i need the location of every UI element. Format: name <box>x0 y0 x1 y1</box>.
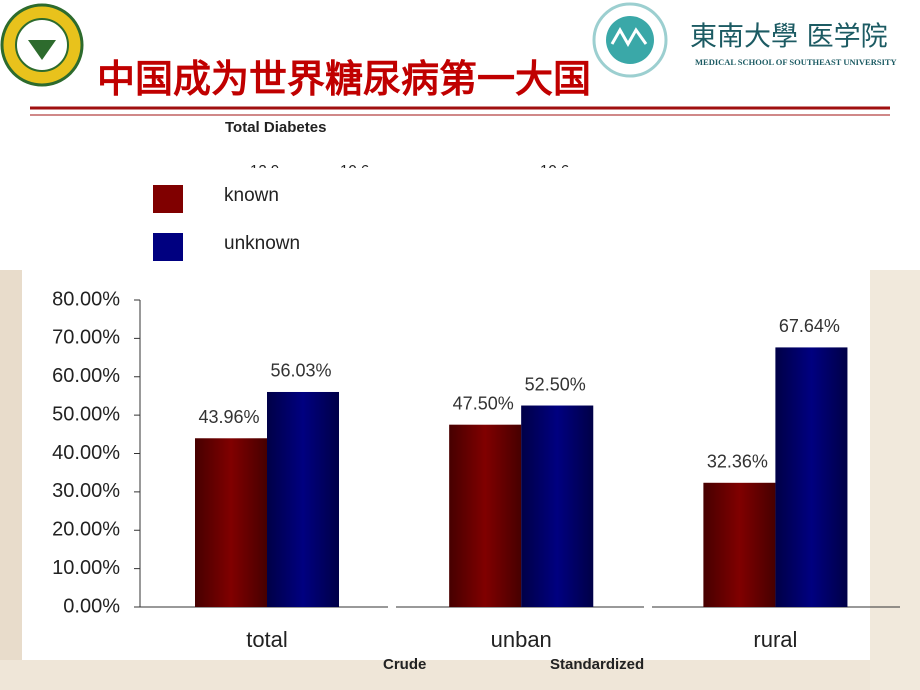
data-label: 32.36% <box>707 452 768 472</box>
legend-swatch <box>153 185 183 213</box>
x-tick-label: rural <box>753 627 797 652</box>
logo-text: 東南大學 医学院 <box>690 22 888 53</box>
y-tick-label: 70.00% <box>52 327 120 349</box>
medical-school-logo <box>592 2 668 78</box>
university-logo <box>0 3 84 87</box>
bar-shade <box>521 405 594 607</box>
background-text: Crude <box>383 656 426 673</box>
occluder <box>370 669 710 681</box>
legend-label: known <box>224 185 279 206</box>
chart: known unknown 0.00% 10.00% 20.00% 30.00% 40.00… <box>52 185 900 652</box>
legend-label: unknown <box>224 233 300 254</box>
bar-shade <box>775 347 848 607</box>
y-tick-label: 20.00% <box>52 519 120 541</box>
data-label: 56.03% <box>270 361 331 381</box>
data-label: 52.50% <box>525 374 586 394</box>
logo-subtext: MEDICAL SCHOOL OF SOUTHEAST UNIVERSITY <box>695 57 897 67</box>
bar-shade <box>703 482 776 607</box>
bar-shade <box>449 424 522 607</box>
background-text: Total Diabetes <box>225 119 326 136</box>
bar-shade <box>195 438 267 607</box>
legend-swatch <box>153 233 183 261</box>
y-tick-label: 10.00% <box>52 557 120 579</box>
y-tick-label: 50.00% <box>52 403 120 425</box>
y-tick-label: 0.00% <box>63 595 120 617</box>
background-photo <box>870 270 920 690</box>
data-label: 67.64% <box>779 316 840 336</box>
data-label: 47.50% <box>453 393 514 413</box>
y-tick-label: 80.00% <box>52 288 120 310</box>
occluder <box>200 168 620 182</box>
background-text: Standardized <box>550 656 644 673</box>
x-tick-label: total <box>246 627 288 652</box>
data-label: 43.96% <box>198 407 259 427</box>
slide-title: 中国成为世界糖尿病第一大国 <box>97 59 591 101</box>
y-tick-label: 60.00% <box>52 365 120 387</box>
y-tick-label: 40.00% <box>52 442 120 464</box>
x-tick-label: unban <box>491 627 552 652</box>
background-photo <box>0 270 22 690</box>
y-tick-label: 30.00% <box>52 480 120 502</box>
bar-shade <box>267 391 339 607</box>
